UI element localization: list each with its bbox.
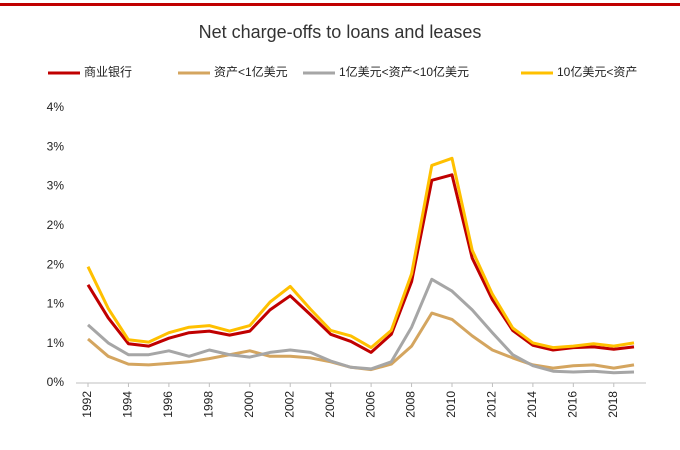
y-tick-label: 1% bbox=[47, 297, 65, 311]
legend-label: 资产<1亿美元 bbox=[214, 64, 288, 79]
x-tick-label: 1992 bbox=[80, 391, 94, 418]
x-tick-label: 1996 bbox=[161, 391, 175, 418]
x-tick-label: 2004 bbox=[323, 391, 337, 418]
y-tick-label: 2% bbox=[47, 257, 65, 271]
series-line bbox=[86, 156, 635, 350]
x-tick-label: 2008 bbox=[404, 391, 418, 418]
series-line bbox=[87, 277, 635, 375]
legend-label: 商业银行 bbox=[84, 64, 132, 79]
x-tick-label: 2002 bbox=[282, 391, 296, 418]
x-tick-label: 2018 bbox=[606, 391, 620, 418]
legend-label: 1亿美元<资产<10亿美元 bbox=[339, 64, 469, 79]
x-tick-label: 1998 bbox=[202, 391, 216, 418]
y-tick-label: 4% bbox=[47, 100, 65, 114]
legend-label: 10亿美元<资产 bbox=[557, 64, 637, 79]
x-tick-label: 2010 bbox=[444, 391, 458, 418]
x-tick-label: 2006 bbox=[363, 391, 377, 418]
header-bar bbox=[0, 3, 680, 6]
x-tick-label: 2016 bbox=[566, 391, 580, 418]
x-tick-label: 1994 bbox=[121, 391, 135, 418]
y-tick-label: 3% bbox=[47, 139, 65, 153]
y-tick-label: 1% bbox=[47, 336, 65, 350]
x-tick-label: 2014 bbox=[525, 391, 539, 418]
x-tick-label: 2000 bbox=[242, 391, 256, 418]
y-tick-label: 2% bbox=[47, 218, 65, 232]
x-tick-label: 2012 bbox=[485, 391, 499, 418]
series-line bbox=[86, 173, 635, 354]
y-tick-label: 0% bbox=[47, 375, 65, 389]
chart-title: Net charge-offs to loans and leases bbox=[199, 22, 482, 42]
y-tick-label: 3% bbox=[47, 179, 65, 193]
